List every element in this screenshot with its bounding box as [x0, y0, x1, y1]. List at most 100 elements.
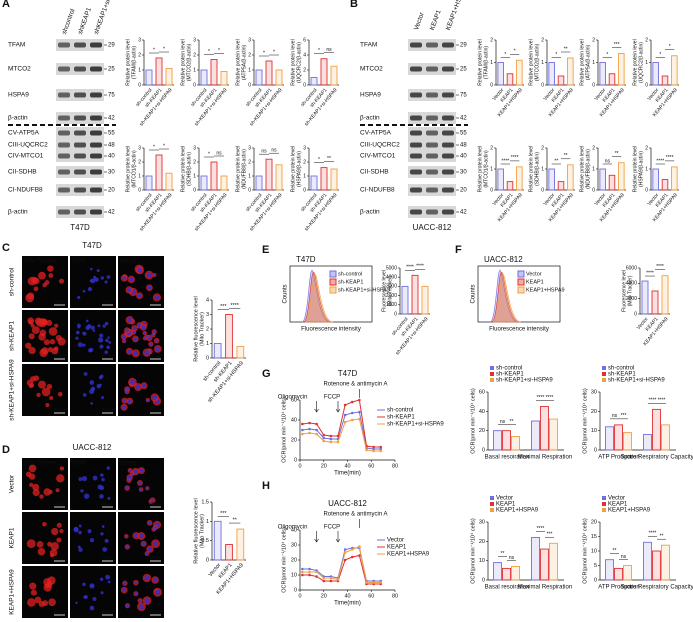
lane-label: KEAP1+HSPA9	[445, 0, 467, 31]
legend-label: sh-KEAP1+si-HSPA9	[338, 287, 390, 293]
point	[343, 551, 347, 554]
bar	[497, 62, 504, 86]
scale-bar-label: 20 μm	[101, 407, 114, 412]
legend-swatch	[602, 366, 606, 370]
x-axis-label: Fluorescence intensity	[489, 327, 549, 333]
y-axis-label: Relative protein level	[290, 146, 296, 192]
nucleus	[133, 533, 139, 538]
nucleus	[139, 468, 144, 473]
y-axis-label: (Mito Tracker)	[199, 312, 205, 346]
significance: *	[273, 49, 275, 55]
nucleus	[106, 275, 111, 279]
kda: 30	[108, 170, 115, 176]
band	[58, 187, 70, 193]
legend-swatch	[490, 372, 494, 376]
cell	[25, 342, 32, 349]
nucleus	[127, 399, 132, 404]
band	[74, 153, 86, 159]
y-tick-label: 1	[193, 67, 196, 73]
y-tick-label: 20	[591, 409, 597, 415]
nucleus	[99, 333, 104, 338]
bar	[421, 285, 429, 315]
y-tick-label: 20	[479, 539, 485, 545]
y-tick-label: 2	[645, 145, 648, 151]
cell	[55, 488, 60, 493]
nucleus	[84, 493, 90, 499]
nucleus	[132, 326, 137, 331]
nucleus	[125, 328, 129, 333]
panel-label: D	[2, 444, 10, 456]
legend-label: sh-control	[387, 408, 413, 414]
nucleus	[78, 524, 82, 528]
bar	[330, 65, 338, 86]
y-tick-label: 3	[248, 145, 251, 151]
significance: *	[263, 50, 265, 56]
cell	[48, 598, 56, 607]
nucleus	[135, 384, 141, 390]
y-axis-label: Relative protein level	[632, 146, 638, 192]
y-tick-label: 2	[490, 37, 493, 43]
legend-label: KEAP1+HSPA9	[608, 508, 651, 514]
significance: **	[233, 518, 238, 524]
y-tick-label: 6000	[626, 265, 637, 271]
y-axis-label: Relative protein level	[290, 39, 296, 85]
band	[74, 142, 86, 148]
nucleus	[87, 529, 92, 534]
band	[90, 153, 102, 159]
nucleus	[100, 577, 104, 581]
y-tick-label: 2	[138, 52, 141, 58]
cell	[39, 348, 48, 358]
y-tick-label: 0	[541, 187, 544, 193]
y-tick-label: 0	[193, 82, 196, 88]
y-tick-label: 3	[193, 145, 196, 151]
y-axis-label: Relative protein level	[477, 39, 483, 85]
y-tick-label: 2	[541, 37, 544, 43]
bar	[548, 168, 555, 191]
nucleus	[78, 530, 82, 535]
bar	[411, 274, 419, 315]
legend-label: Vector	[387, 538, 404, 544]
significance: *	[208, 49, 210, 55]
y-tick-label: 2	[206, 326, 209, 332]
band	[442, 42, 454, 48]
nucleus	[107, 336, 110, 339]
channel-label: Merge	[120, 259, 138, 265]
kda: 42	[108, 116, 115, 122]
micrograph	[22, 566, 68, 618]
band	[90, 92, 102, 98]
nucleus	[102, 547, 108, 552]
y-tick-label: 2	[193, 159, 196, 165]
y-tick-label: 1	[645, 60, 648, 66]
y-tick-label: 3	[138, 145, 141, 151]
significance: ****	[646, 270, 654, 276]
scale-bar-label: 20 μm	[149, 407, 162, 412]
y-tick-label: 30	[291, 542, 297, 548]
bar	[618, 53, 625, 86]
cell	[59, 528, 64, 534]
scale-bar-label: 20 μm	[149, 353, 162, 358]
y-axis-label: (UQCRC2/β-actin)	[296, 42, 302, 83]
significance: *	[218, 48, 220, 54]
legend-label: sh-KEAP1+si-HSPA9	[496, 378, 553, 384]
nucleus	[89, 537, 95, 543]
significance: ****	[649, 531, 657, 537]
band	[442, 66, 454, 72]
nucleus	[99, 374, 104, 379]
nucleus	[141, 325, 146, 330]
scale-bar-label: 20 μm	[53, 353, 66, 358]
arrow	[314, 401, 319, 413]
legend-label: sh-control	[496, 366, 522, 372]
point	[336, 440, 340, 444]
point	[322, 579, 326, 583]
point	[343, 548, 347, 551]
significance: ****	[230, 303, 239, 309]
scale-bar-label: 20 μm	[149, 299, 162, 304]
y-axis-label: (SDHB/β-actin)	[186, 152, 192, 186]
legend-label: sh-KEAP1+si-HSPA9	[608, 378, 665, 384]
nucleus	[94, 277, 99, 282]
y-tick-label: 1	[541, 166, 544, 172]
y-tick-label: 1	[248, 173, 251, 179]
bar	[255, 69, 263, 86]
point	[301, 422, 304, 426]
x-tick-label: Spare Respiratory Capacity	[620, 455, 693, 461]
